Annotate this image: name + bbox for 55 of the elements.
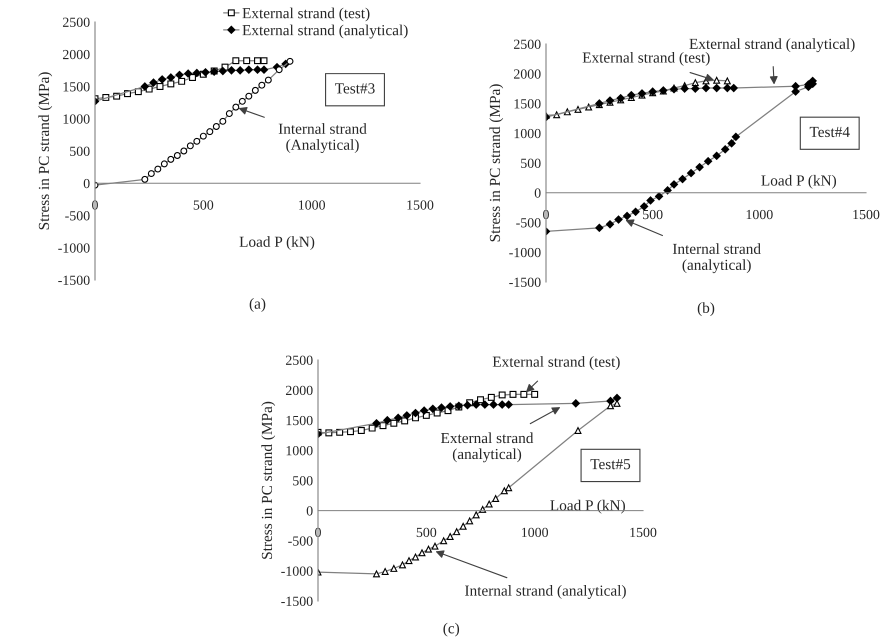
text: (a): [250, 298, 266, 312]
y-axis-title: Stress in PC strand (MPa): [38, 72, 52, 230]
annotation: Test#4: [810, 126, 850, 138]
annotation: Internal strand (Analytical): [278, 123, 367, 154]
y-tick-label: -1500: [281, 596, 313, 606]
y-tick-label: 1500: [286, 416, 313, 426]
annotation: Test#5: [590, 459, 630, 470]
x-tick-label: 1500: [853, 210, 880, 220]
y-tick-label: 1000: [514, 128, 541, 138]
y-tick-label: 2500: [62, 18, 90, 27]
y-tick-label: 1000: [64, 114, 90, 124]
text: (c): [443, 622, 460, 637]
x-tick-label: 1500: [407, 200, 434, 210]
x-tick-label: 500: [643, 210, 663, 220]
y-axis-title: Stress in PC strand (MPa): [261, 402, 276, 559]
legend-label: External strand (analytical): [242, 24, 408, 38]
y-tick-label: 2500: [286, 356, 313, 365]
legend-label: External strand (test): [242, 8, 370, 22]
annotation: Test#3: [335, 83, 375, 94]
y-tick-label: 500: [70, 146, 90, 156]
y-tick-label: -500: [288, 536, 313, 546]
y-tick-label: 2000: [286, 386, 313, 396]
y-tick-label: -1000: [281, 566, 313, 576]
x-axis-title: Load P (kN): [761, 174, 836, 189]
y-tick-label: -1500: [58, 276, 90, 285]
y-tick-label: -500: [516, 218, 541, 228]
y-tick-label: 0: [306, 506, 313, 516]
x-tick-label: 1000: [746, 210, 773, 220]
y-tick-label: -1500: [509, 278, 541, 287]
y-tick-label: 1000: [286, 446, 313, 456]
x-tick-label: 500: [194, 200, 214, 210]
annotation: Internal strand (analytical): [672, 243, 761, 274]
y-tick-label: -1000: [58, 243, 90, 253]
y-tick-label: -1000: [509, 248, 541, 258]
annotation: External strand (analytical): [689, 38, 855, 52]
y-tick-label: 1500: [64, 82, 90, 92]
x-axis-title: Load P (kN): [240, 236, 314, 250]
x-tick-label: 500: [416, 528, 436, 538]
annotation: Internal strand (analytical): [465, 585, 626, 599]
y-axis-title: Stress in PC strand (MPa): [489, 84, 504, 242]
x-tick-label: 1500: [630, 528, 656, 538]
y-tick-label: 2500: [514, 40, 541, 49]
text: (b): [698, 302, 714, 316]
annotation: External strand (test): [582, 52, 710, 66]
y-tick-label: 2000: [62, 50, 90, 60]
y-tick-label: 1500: [514, 99, 541, 108]
y-tick-label: 0: [84, 178, 90, 188]
annotation: External strand (analytical): [440, 432, 534, 462]
annotation: External strand (test): [492, 356, 620, 370]
y-tick-label: -500: [65, 211, 90, 220]
y-tick-label: 0: [534, 188, 541, 198]
y-tick-label: 500: [521, 158, 541, 168]
y-tick-label: 500: [293, 476, 313, 486]
x-axis-title: Load P (kN): [550, 500, 625, 514]
y-tick-label: 2000: [514, 69, 541, 79]
